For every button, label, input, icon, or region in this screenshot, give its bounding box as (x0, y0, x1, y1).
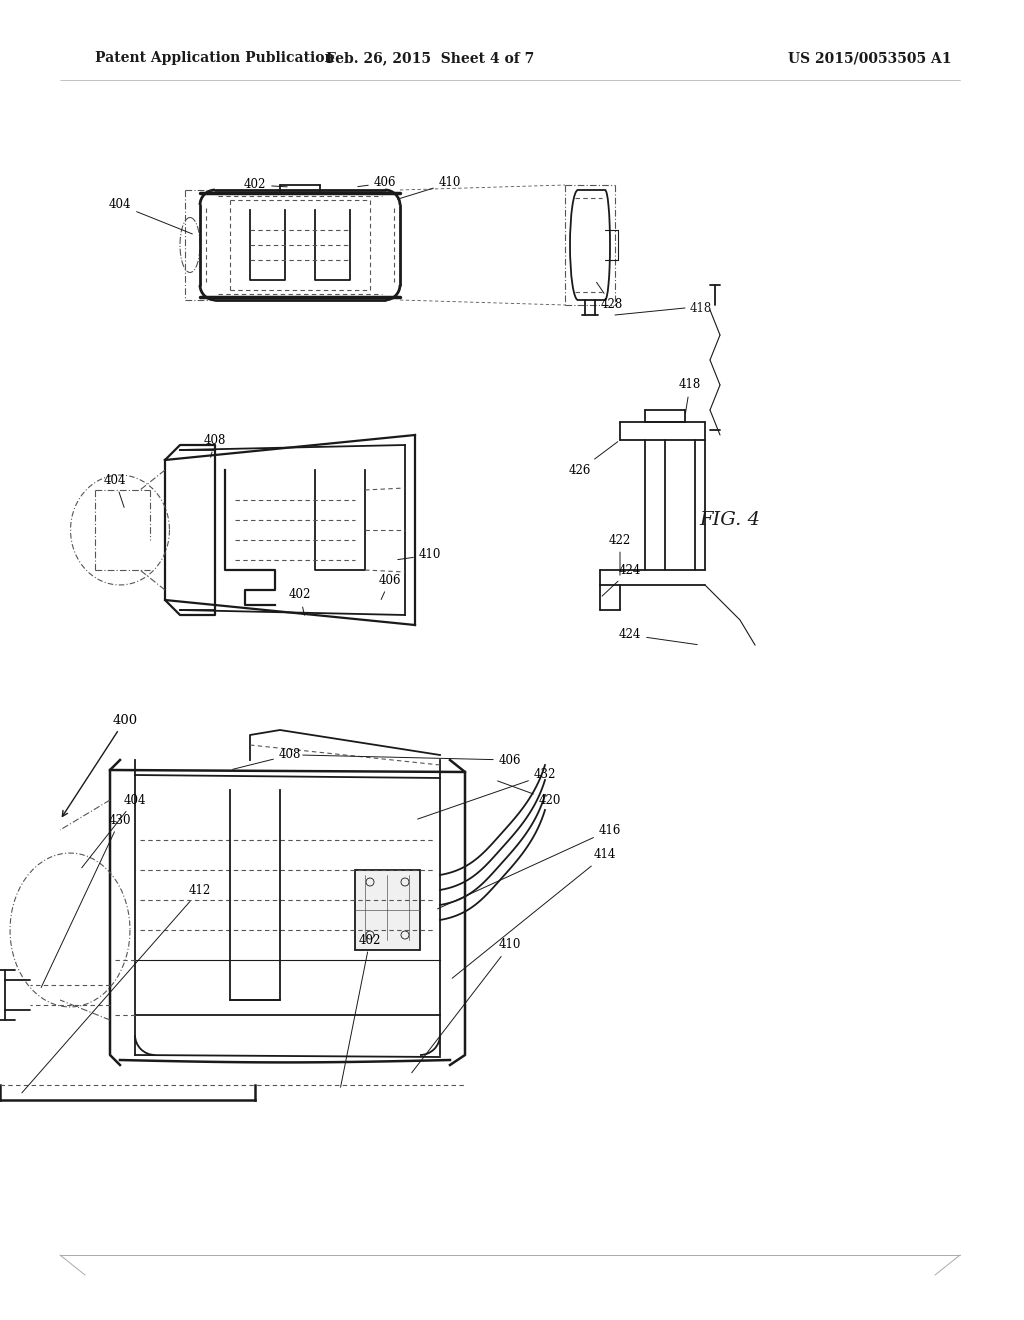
Text: 420: 420 (498, 781, 561, 807)
Text: 404: 404 (82, 793, 146, 867)
Text: 410: 410 (412, 939, 521, 1073)
Text: 418: 418 (679, 379, 701, 413)
Text: 412: 412 (22, 883, 211, 1093)
Text: 402: 402 (289, 589, 311, 615)
Text: US 2015/0053505 A1: US 2015/0053505 A1 (788, 51, 951, 65)
Text: 410: 410 (397, 177, 461, 199)
Text: 430: 430 (41, 813, 131, 987)
Text: 408: 408 (232, 748, 301, 770)
Text: 406: 406 (303, 754, 521, 767)
Text: 410: 410 (397, 549, 441, 561)
Text: 402: 402 (244, 178, 287, 191)
Text: 404: 404 (103, 474, 126, 507)
Text: 426: 426 (568, 442, 617, 477)
Text: 418: 418 (690, 301, 713, 314)
Text: Feb. 26, 2015  Sheet 4 of 7: Feb. 26, 2015 Sheet 4 of 7 (326, 51, 535, 65)
Text: 400: 400 (62, 714, 137, 816)
Text: 424: 424 (602, 564, 641, 597)
Text: 416: 416 (437, 824, 622, 909)
Text: 422: 422 (609, 533, 631, 576)
Text: 404: 404 (109, 198, 193, 234)
FancyBboxPatch shape (355, 870, 420, 950)
Text: 428: 428 (597, 282, 624, 312)
Text: 414: 414 (453, 849, 616, 978)
Text: FIG. 4: FIG. 4 (699, 511, 761, 529)
Text: 406: 406 (357, 177, 396, 190)
Text: 408: 408 (204, 433, 226, 457)
Text: 424: 424 (618, 628, 697, 644)
Text: Patent Application Publication: Patent Application Publication (95, 51, 335, 65)
Text: 406: 406 (379, 573, 401, 599)
Text: 402: 402 (341, 933, 381, 1088)
Text: 432: 432 (418, 768, 556, 820)
